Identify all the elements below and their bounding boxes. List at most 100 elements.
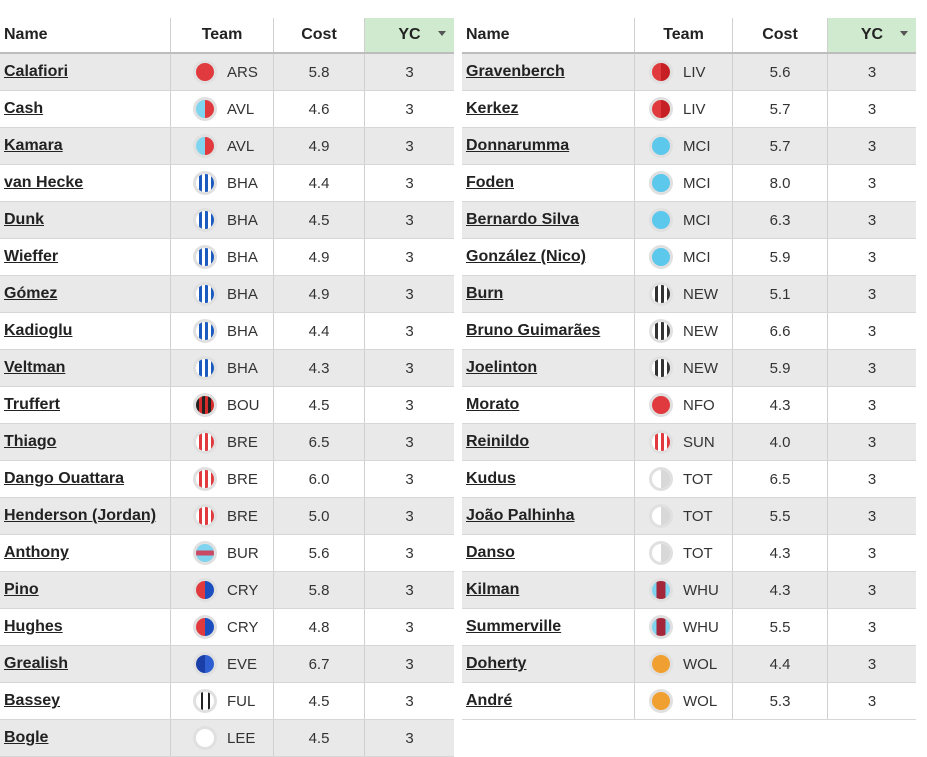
player-name-link[interactable]: Dunk — [4, 211, 44, 228]
team-cell: BRE — [170, 497, 274, 535]
team-code: TOT — [683, 507, 713, 525]
team-code: BRE — [227, 433, 258, 451]
player-name-cell: Henderson (Jordan) — [0, 497, 171, 535]
player-name-link[interactable]: Grealish — [4, 655, 69, 672]
table-row: Bassey FUL 4.5 3 — [0, 682, 454, 720]
player-name-cell: Foden — [462, 164, 635, 202]
team-crest-icon — [193, 282, 217, 306]
player-name-link[interactable]: Wieffer — [4, 248, 59, 265]
team-crest-icon — [649, 60, 673, 84]
player-name-link[interactable]: Kadioglu — [4, 322, 73, 339]
yellow-cards-cell: 3 — [364, 645, 454, 683]
player-name-link[interactable]: Kilman — [466, 581, 520, 598]
player-name-link[interactable]: Foden — [466, 174, 514, 191]
team-crest-icon — [649, 356, 673, 380]
player-name-link[interactable]: Kerkez — [466, 100, 519, 117]
player-name-cell: Danso — [462, 534, 635, 572]
player-name-link[interactable]: Anthony — [4, 544, 69, 561]
player-name-link[interactable]: Hughes — [4, 618, 63, 635]
table-row: Morato NFO 4.3 3 — [462, 386, 916, 424]
players-table-left: Name Team Cost YC Calafiori ARS 5.8 3 Cash AV… — [0, 18, 454, 757]
column-header-yc[interactable]: YC — [364, 18, 454, 54]
cost-cell: 5.5 — [732, 497, 828, 535]
team-code: BHA — [227, 322, 258, 340]
player-name-cell: Grealish — [0, 645, 171, 683]
player-name-link[interactable]: González (Nico) — [466, 248, 587, 265]
yellow-cards-cell: 3 — [364, 386, 454, 424]
column-header-yc-label: YC — [398, 26, 421, 43]
team-code: NFO — [683, 396, 715, 414]
player-name-link[interactable]: Gómez — [4, 285, 58, 302]
header-row: Name Team Cost YC — [0, 18, 454, 54]
yellow-cards-cell: 3 — [364, 53, 454, 91]
team-crest-icon — [193, 245, 217, 269]
team-cell: ARS — [170, 53, 274, 91]
sort-dropdown-icon[interactable] — [438, 31, 446, 36]
player-name-link[interactable]: Truffert — [4, 396, 60, 413]
player-name-link[interactable]: Bernardo Silva — [466, 211, 579, 228]
column-header-cost[interactable]: Cost — [732, 18, 828, 54]
team-code: CRY — [227, 618, 259, 636]
player-name-link[interactable]: André — [466, 692, 513, 709]
table-row: Kerkez LIV 5.7 3 — [462, 90, 916, 128]
table-body-left: Calafiori ARS 5.8 3 Cash AVL 4.6 3 Kamara AVL 4.9 3… — [0, 53, 454, 757]
player-name-cell: Bogle — [0, 719, 171, 757]
player-name-link[interactable]: Morato — [466, 396, 520, 413]
player-name-link[interactable]: Thiago — [4, 433, 57, 450]
team-crest-icon — [193, 726, 217, 750]
player-name-cell: Burn — [462, 275, 635, 313]
yellow-cards-cell: 3 — [827, 386, 916, 424]
cost-cell: 6.0 — [273, 460, 365, 498]
cost-cell: 6.5 — [732, 460, 828, 498]
player-name-link[interactable]: van Hecke — [4, 174, 84, 191]
team-cell: WOL — [634, 682, 733, 720]
cost-cell: 4.3 — [273, 349, 365, 387]
player-name-link[interactable]: Donnarumma — [466, 137, 570, 154]
player-name-link[interactable]: Bogle — [4, 729, 49, 746]
player-name-link[interactable]: Pino — [4, 581, 39, 598]
player-name-link[interactable]: Doherty — [466, 655, 527, 672]
column-header-name[interactable]: Name — [0, 18, 171, 54]
player-name-cell: Anthony — [0, 534, 171, 572]
sort-dropdown-icon[interactable] — [900, 31, 908, 36]
yellow-cards-cell: 3 — [827, 682, 916, 720]
player-name-link[interactable]: João Palhinha — [466, 507, 575, 524]
player-name-link[interactable]: Summerville — [466, 618, 562, 635]
player-name-link[interactable]: Veltman — [4, 359, 66, 376]
player-name-cell: Morato — [462, 386, 635, 424]
player-name-link[interactable]: Bassey — [4, 692, 61, 709]
yellow-cards-cell: 3 — [364, 312, 454, 350]
player-name-link[interactable]: Joelinton — [466, 359, 538, 376]
column-header-yc[interactable]: YC — [827, 18, 916, 54]
table-body-right: Gravenberch LIV 5.6 3 Kerkez LIV 5.7 3 Donnarumm… — [462, 53, 916, 720]
team-code: WOL — [683, 655, 718, 673]
team-cell: BHA — [170, 164, 274, 202]
player-name-cell: Bruno Guimarães — [462, 312, 635, 350]
player-name-cell: Dango Ouattara — [0, 460, 171, 498]
column-header-team[interactable]: Team — [634, 18, 733, 54]
player-name-link[interactable]: Dango Ouattara — [4, 470, 125, 487]
player-name-link[interactable]: Gravenberch — [466, 63, 565, 80]
table-row: Burn NEW 5.1 3 — [462, 275, 916, 313]
team-crest-icon — [193, 356, 217, 380]
team-crest-icon — [649, 615, 673, 639]
player-name-link[interactable]: Bruno Guimarães — [466, 322, 601, 339]
team-cell: BHA — [170, 201, 274, 239]
player-name-link[interactable]: Burn — [466, 285, 504, 302]
player-name-link[interactable]: Henderson (Jordan) — [4, 507, 157, 524]
player-name-link[interactable]: Kudus — [466, 470, 516, 487]
player-name-link[interactable]: Cash — [4, 100, 44, 117]
table-row: Kilman WHU 4.3 3 — [462, 571, 916, 609]
player-name-link[interactable]: Reinildo — [466, 433, 530, 450]
team-cell: AVL — [170, 127, 274, 165]
player-name-link[interactable]: Kamara — [4, 137, 63, 154]
player-name-link[interactable]: Calafiori — [4, 63, 69, 80]
team-crest-icon — [649, 689, 673, 713]
column-header-team[interactable]: Team — [170, 18, 274, 54]
cost-cell: 4.5 — [273, 386, 365, 424]
column-header-cost[interactable]: Cost — [273, 18, 365, 54]
team-code: WHU — [683, 581, 719, 599]
team-code: BHA — [227, 359, 258, 377]
column-header-name[interactable]: Name — [462, 18, 635, 54]
player-name-link[interactable]: Danso — [466, 544, 515, 561]
